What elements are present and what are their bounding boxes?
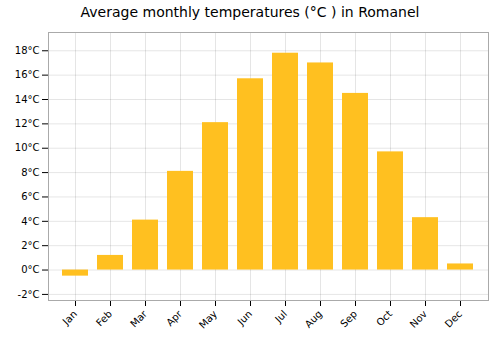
svg-text:Jan: Jan	[60, 308, 79, 327]
svg-text:Nov: Nov	[408, 308, 430, 330]
svg-text:Jul: Jul	[272, 308, 289, 325]
svg-text:14°C: 14°C	[15, 94, 40, 105]
svg-text:Apr: Apr	[164, 308, 185, 329]
svg-text:10°C: 10°C	[15, 142, 40, 153]
svg-text:-2°C: -2°C	[18, 289, 40, 300]
svg-text:6°C: 6°C	[21, 191, 39, 202]
svg-text:Jun: Jun	[235, 308, 255, 328]
svg-text:Sep: Sep	[338, 308, 359, 329]
svg-text:Aug: Aug	[303, 308, 325, 330]
svg-text:18°C: 18°C	[15, 45, 40, 56]
svg-text:Mar: Mar	[128, 308, 150, 330]
svg-text:16°C: 16°C	[15, 69, 40, 80]
svg-text:8°C: 8°C	[21, 167, 39, 178]
svg-text:4°C: 4°C	[21, 216, 39, 227]
svg-text:2°C: 2°C	[21, 240, 39, 251]
svg-text:12°C: 12°C	[15, 118, 40, 129]
html-text:Average monthly temperatures (: Average monthly temperatures (°C ) in Ro…	[80, 4, 420, 20]
svg-text:Dec: Dec	[443, 308, 464, 329]
svg-text:Feb: Feb	[94, 308, 114, 328]
svg-text:0°C: 0°C	[21, 264, 39, 275]
svg-text:Oct: Oct	[374, 308, 394, 328]
svg-text:May: May	[197, 308, 219, 330]
